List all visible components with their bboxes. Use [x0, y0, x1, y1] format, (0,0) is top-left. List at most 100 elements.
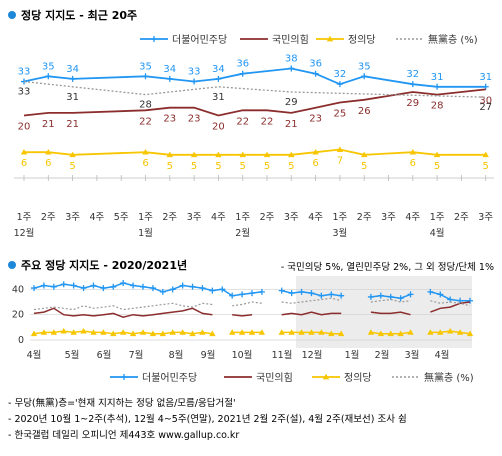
legend-label: 無黨층 (%)	[424, 371, 474, 384]
data-label: 28	[431, 101, 444, 112]
data-point	[142, 148, 149, 155]
y-tick-label: 0	[18, 335, 24, 346]
x-tick-label: 6월	[97, 349, 112, 361]
data-point	[336, 81, 343, 88]
data-label: 35	[358, 61, 371, 72]
x-tick-label: 9월	[201, 349, 216, 361]
data-point	[482, 151, 489, 158]
data-label: 32	[334, 69, 347, 80]
x-tick-label: 1주	[333, 212, 348, 223]
month-label: 4월	[430, 227, 445, 239]
data-label: 31	[66, 92, 79, 103]
legend-label: 국민의힘	[272, 34, 309, 46]
chart2-legend: 더불어민주당 국민의힘 정의당 無黨층 (%)	[110, 371, 474, 384]
data-label: 22	[236, 116, 249, 127]
data-label: 31	[212, 92, 225, 103]
data-point	[312, 148, 319, 155]
data-label: 6	[312, 158, 318, 169]
x-tick-label: 7월	[129, 349, 144, 361]
series-line	[33, 302, 213, 311]
data-point	[258, 329, 266, 335]
data-label: 22	[139, 116, 152, 127]
data-point	[361, 73, 368, 80]
data-point	[166, 75, 173, 82]
data-point	[433, 151, 441, 158]
series-2	[30, 327, 474, 337]
series-line	[23, 88, 486, 117]
data-point	[367, 329, 375, 335]
legend-marker	[326, 35, 334, 42]
series-line	[281, 311, 342, 316]
data-point	[407, 329, 414, 335]
series-line	[281, 289, 342, 297]
data-label: 21	[42, 119, 55, 130]
series-line	[281, 297, 342, 304]
x-tick-label: 4주	[405, 212, 420, 223]
data-point	[69, 75, 76, 82]
x-tick-label: 8월	[169, 349, 184, 361]
y-tick-label: 20	[12, 310, 24, 321]
x-tick-label: 5주	[114, 212, 129, 223]
data-point	[228, 329, 236, 335]
series-line	[33, 307, 213, 318]
data-label: 38	[285, 53, 298, 64]
data-label: 20	[18, 122, 31, 133]
data-point	[215, 151, 222, 158]
legend-label: 정의당	[348, 34, 376, 46]
x-tick-label: 2주	[162, 212, 177, 223]
data-point	[239, 70, 246, 77]
data-point	[166, 151, 173, 158]
legend-label: 더불어민주당	[142, 372, 197, 384]
series-3	[33, 297, 471, 311]
data-point	[45, 73, 52, 80]
series-line	[232, 313, 253, 317]
series-line	[430, 330, 471, 335]
x-tick-label: 4주	[211, 212, 226, 223]
x-tick-label: 3주	[478, 212, 493, 223]
data-point	[142, 73, 149, 80]
data-label: 27	[479, 102, 492, 113]
x-tick-label: 4주	[90, 212, 105, 223]
data-point	[288, 151, 295, 158]
chart1-legend: 더불어민주당 국민의힘 정의당 無黨층 (%)	[140, 33, 478, 46]
data-label: 30	[479, 95, 492, 106]
series-line	[430, 300, 471, 307]
series-1	[33, 301, 471, 318]
chart2-plot: 0 20 40 4월 5월 6월 7월 8월 9월 10월 11월 12월 1월 2월 3월 4월	[12, 276, 474, 361]
legend-marker	[121, 374, 127, 380]
data-label: 5	[215, 161, 221, 172]
month-label: 12월	[14, 227, 35, 239]
data-label: 5	[288, 161, 294, 172]
x-tick-label: 1주	[430, 212, 445, 223]
data-label: 33	[18, 87, 31, 98]
data-label: 5	[264, 161, 270, 172]
y-tick-label: 40	[12, 284, 24, 295]
data-point	[263, 151, 271, 158]
note-source: - 한국갤럽 데일리 오피니언 제443호 www.gallup.co.kr	[8, 429, 239, 441]
data-label: 5	[483, 161, 489, 172]
data-label: 31	[431, 72, 444, 83]
data-label: 35	[139, 61, 152, 72]
series-line	[370, 331, 411, 335]
x-tick-label: 1주	[17, 212, 32, 223]
data-point	[215, 75, 222, 82]
data-point	[239, 151, 246, 158]
data-point	[190, 151, 198, 158]
series-0	[31, 280, 473, 304]
x-tick-label: 1월	[345, 349, 360, 361]
data-label: 22	[261, 116, 274, 127]
x-tick-label: 4월	[435, 349, 450, 361]
legend-label: 더불어민주당	[172, 34, 227, 46]
x-tick-label: 2주	[260, 212, 275, 223]
data-point	[336, 146, 344, 152]
x-tick-label: 4월	[27, 349, 42, 361]
x-tick-label: 4주	[308, 212, 323, 223]
data-label: 6	[21, 158, 27, 169]
x-tick-label: 11월	[272, 349, 293, 361]
data-label: 5	[191, 161, 197, 172]
data-label: 32	[406, 69, 419, 80]
data-label: 26	[358, 106, 371, 117]
legend-label: 정의당	[344, 372, 372, 384]
data-label: 36	[309, 59, 322, 70]
